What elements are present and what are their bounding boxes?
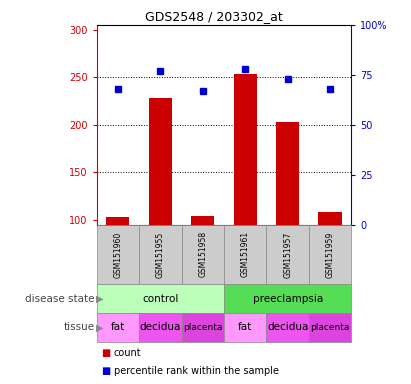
Text: GDS2548 / 203302_at: GDS2548 / 203302_at [145,10,283,23]
Text: GSM151955: GSM151955 [156,231,165,278]
Bar [106,217,129,225]
Text: control: control [142,293,178,304]
Text: disease state: disease state [25,293,95,304]
Text: fat: fat [238,322,252,333]
Bar [191,216,215,225]
Text: percentile rank within the sample: percentile rank within the sample [114,366,279,376]
Text: GSM151960: GSM151960 [113,231,122,278]
Text: placenta: placenta [183,323,222,332]
Bar [319,212,342,225]
Text: ■: ■ [101,348,110,358]
Text: ■: ■ [101,366,110,376]
Text: decidua: decidua [140,322,181,333]
Text: GSM151957: GSM151957 [283,231,292,278]
Text: tissue: tissue [63,322,95,333]
Text: GSM151959: GSM151959 [326,231,335,278]
Text: GSM151958: GSM151958 [198,231,207,278]
Text: preeclampsia: preeclampsia [253,293,323,304]
Text: decidua: decidua [267,322,308,333]
Text: ▶: ▶ [96,322,103,333]
Text: placenta: placenta [310,323,350,332]
Text: GSM151961: GSM151961 [241,231,250,278]
Bar [149,98,172,225]
Bar [233,74,257,225]
Text: count: count [114,348,141,358]
Bar [276,122,299,225]
Text: ▶: ▶ [96,293,103,304]
Text: fat: fat [111,322,125,333]
